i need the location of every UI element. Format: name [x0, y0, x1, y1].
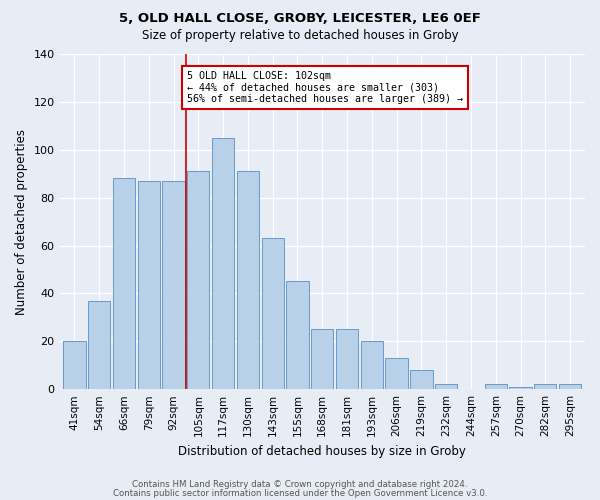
Bar	[385, 358, 408, 389]
Y-axis label: Number of detached properties: Number of detached properties	[15, 128, 28, 314]
X-axis label: Distribution of detached houses by size in Groby: Distribution of detached houses by size …	[178, 444, 466, 458]
Bar	[137, 181, 160, 389]
Text: 5 OLD HALL CLOSE: 102sqm
← 44% of detached houses are smaller (303)
56% of semi-: 5 OLD HALL CLOSE: 102sqm ← 44% of detach…	[187, 71, 463, 104]
Bar	[485, 384, 507, 389]
Text: Contains public sector information licensed under the Open Government Licence v3: Contains public sector information licen…	[113, 488, 487, 498]
Text: 5, OLD HALL CLOSE, GROBY, LEICESTER, LE6 0EF: 5, OLD HALL CLOSE, GROBY, LEICESTER, LE6…	[119, 12, 481, 26]
Bar	[559, 384, 581, 389]
Bar	[286, 282, 308, 389]
Bar	[187, 172, 209, 389]
Bar	[237, 172, 259, 389]
Text: Size of property relative to detached houses in Groby: Size of property relative to detached ho…	[142, 29, 458, 42]
Bar	[361, 342, 383, 389]
Bar	[113, 178, 135, 389]
Bar	[88, 300, 110, 389]
Bar	[509, 387, 532, 389]
Bar	[435, 384, 457, 389]
Bar	[311, 330, 334, 389]
Bar	[212, 138, 234, 389]
Text: Contains HM Land Registry data © Crown copyright and database right 2024.: Contains HM Land Registry data © Crown c…	[132, 480, 468, 489]
Bar	[336, 330, 358, 389]
Bar	[63, 342, 86, 389]
Bar	[534, 384, 556, 389]
Bar	[163, 181, 185, 389]
Bar	[410, 370, 433, 389]
Bar	[262, 238, 284, 389]
